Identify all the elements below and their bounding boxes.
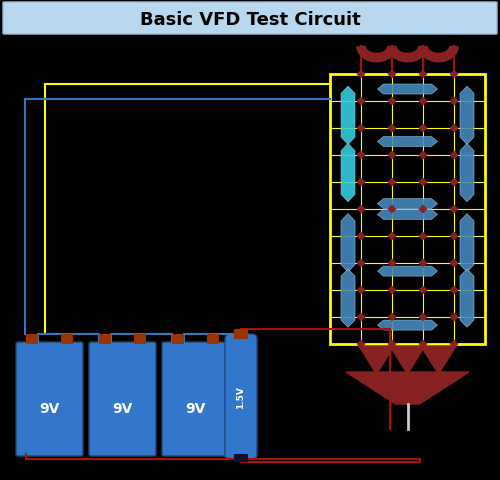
Polygon shape [388,124,396,133]
Polygon shape [450,205,458,214]
FancyBboxPatch shape [16,342,83,456]
Polygon shape [450,151,458,160]
Polygon shape [390,346,425,374]
Polygon shape [388,232,396,241]
Text: 9V: 9V [112,401,132,415]
Polygon shape [450,124,458,133]
Bar [207,334,219,344]
Polygon shape [356,71,366,79]
Polygon shape [460,214,474,272]
Bar [234,329,248,339]
Polygon shape [388,286,396,295]
Polygon shape [356,286,366,295]
FancyBboxPatch shape [3,3,497,35]
Polygon shape [356,178,366,187]
Polygon shape [388,259,396,268]
Polygon shape [356,124,366,133]
Polygon shape [341,87,355,145]
Bar [26,334,38,344]
Polygon shape [356,151,366,160]
Bar [234,454,248,462]
Polygon shape [356,205,366,214]
Polygon shape [378,321,438,330]
Bar [99,334,111,344]
Polygon shape [388,178,396,187]
Bar [61,334,73,344]
FancyBboxPatch shape [225,334,257,459]
Polygon shape [450,178,458,187]
Polygon shape [388,97,396,106]
Polygon shape [378,137,438,147]
Polygon shape [460,144,474,202]
Polygon shape [450,97,458,106]
Polygon shape [341,269,355,327]
Bar [330,75,485,344]
Polygon shape [418,151,428,160]
Polygon shape [460,269,474,327]
FancyBboxPatch shape [162,342,229,456]
Polygon shape [450,313,458,322]
Polygon shape [356,340,366,349]
Bar [172,334,184,344]
Polygon shape [356,259,366,268]
Polygon shape [418,259,428,268]
Text: Basic VFD Test Circuit: Basic VFD Test Circuit [140,11,360,29]
Text: 9V: 9V [186,401,206,415]
Polygon shape [418,205,428,214]
Polygon shape [418,97,428,106]
Polygon shape [418,232,428,241]
Polygon shape [450,286,458,295]
Polygon shape [346,372,469,404]
Polygon shape [341,214,355,272]
Polygon shape [450,259,458,268]
Polygon shape [388,340,396,349]
Polygon shape [356,232,366,241]
Bar [134,334,146,344]
Polygon shape [388,151,396,160]
Polygon shape [356,313,366,322]
Polygon shape [341,144,355,202]
Polygon shape [388,313,396,322]
Polygon shape [378,210,438,220]
Polygon shape [460,87,474,145]
FancyBboxPatch shape [89,342,156,456]
Polygon shape [450,340,458,349]
Polygon shape [418,286,428,295]
Polygon shape [421,346,456,374]
Polygon shape [418,124,428,133]
Polygon shape [356,97,366,106]
Polygon shape [378,199,438,209]
Polygon shape [418,340,428,349]
Polygon shape [418,313,428,322]
Polygon shape [388,71,396,79]
Polygon shape [418,178,428,187]
Text: 1.5V: 1.5V [236,385,246,408]
Polygon shape [418,71,428,79]
Polygon shape [378,266,438,276]
Polygon shape [359,346,394,374]
Polygon shape [388,205,396,214]
Polygon shape [450,71,458,79]
Polygon shape [378,85,438,95]
Polygon shape [450,232,458,241]
Text: 9V: 9V [40,401,60,415]
